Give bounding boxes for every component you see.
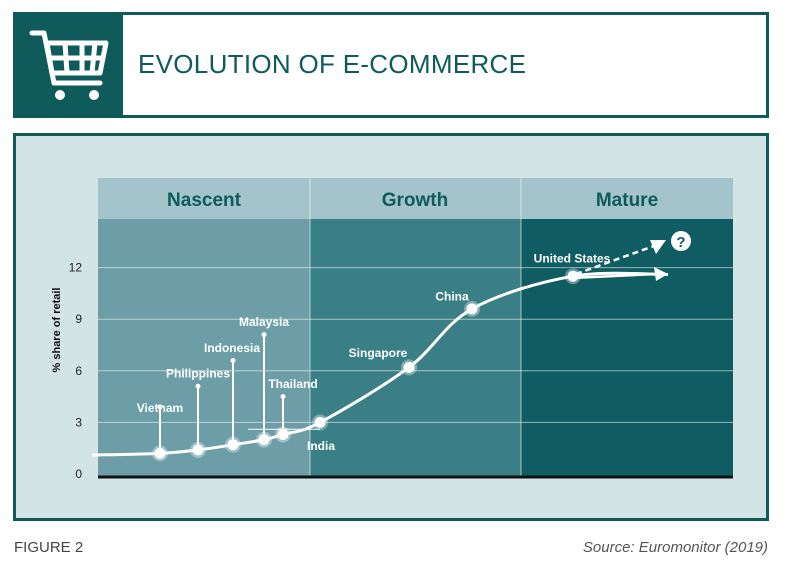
- band-mature: [521, 178, 733, 476]
- band-growth: [310, 178, 521, 476]
- data-point-philippines: [192, 444, 204, 456]
- chart-frame: Nascent Growth Mature 0 3 6 9 12 % share of …: [13, 133, 769, 521]
- band-nascent: [98, 178, 310, 476]
- stem-cap: [280, 394, 286, 400]
- stage-header-row: [98, 178, 733, 219]
- header-banner: EVOLUTION OF E-COMMERCE: [13, 12, 769, 118]
- trend-arrow-dashed: [575, 244, 655, 276]
- trend-arrow-flat-head: [654, 267, 668, 281]
- country-label: Philippines: [166, 367, 230, 381]
- country-label: Singapore: [349, 346, 408, 360]
- country-label: India: [307, 439, 335, 453]
- data-point-thailand: [277, 428, 289, 440]
- y-axis-label: % share of retail: [51, 288, 63, 373]
- stem-cap: [157, 404, 163, 410]
- stage-label-growth: Growth: [382, 190, 449, 211]
- shopping-cart-icon: [29, 30, 109, 100]
- figure-label: FIGURE 2: [14, 539, 84, 556]
- question-mark-label: ?: [676, 234, 685, 251]
- y-tick-label: 0: [75, 467, 82, 481]
- page-title: EVOLUTION OF E-COMMERCE: [138, 49, 527, 79]
- country-label: China: [435, 289, 469, 303]
- data-point-united-states: [567, 270, 579, 282]
- source-note: Source: Euromonitor (2019): [582, 539, 768, 556]
- y-tick-label: 6: [75, 364, 82, 378]
- stage-label-nascent: Nascent: [167, 190, 242, 211]
- y-tick-label: 9: [75, 312, 82, 326]
- y-tick-label: 12: [69, 261, 83, 275]
- data-point-indonesia: [227, 439, 239, 451]
- stem-cap: [230, 357, 236, 363]
- y-tick-label: 3: [75, 415, 82, 429]
- evolution-chart: Nascent Growth Mature 0 3 6 9 12 % share of …: [51, 178, 733, 481]
- question-mark-icon: [671, 231, 691, 251]
- country-label: Thailand: [268, 377, 317, 391]
- data-point-china: [466, 303, 478, 315]
- data-point-malaysia: [258, 434, 270, 446]
- country-label: Vietnam: [137, 401, 183, 415]
- data-point-singapore: [403, 361, 415, 373]
- country-label: Indonesia: [204, 341, 260, 355]
- trend-arrow-flat: [571, 272, 657, 280]
- country-label: United States: [534, 251, 611, 265]
- country-label: Malaysia: [239, 315, 289, 329]
- data-point-india: [314, 416, 326, 428]
- trend-arrow-dashed-head: [650, 240, 666, 254]
- data-point-vietnam: [154, 447, 166, 459]
- stem-cap: [261, 332, 267, 338]
- growth-curve: [91, 271, 669, 457]
- stem-cap: [195, 383, 201, 389]
- stage-label-mature: Mature: [596, 190, 658, 211]
- header-icon-box: [16, 15, 123, 115]
